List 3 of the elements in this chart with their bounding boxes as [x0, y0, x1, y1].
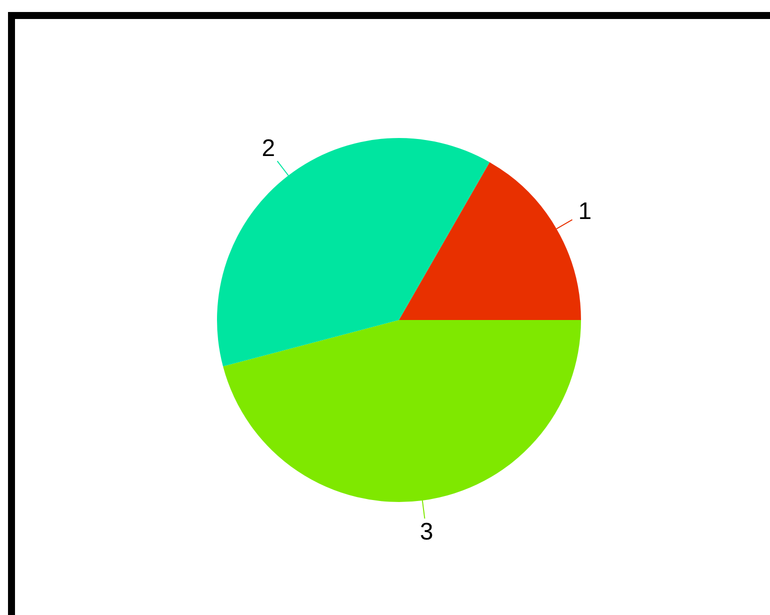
slice-label: 1	[578, 198, 592, 226]
slice-label: 2	[262, 135, 276, 162]
slice-label: 3	[420, 518, 434, 546]
